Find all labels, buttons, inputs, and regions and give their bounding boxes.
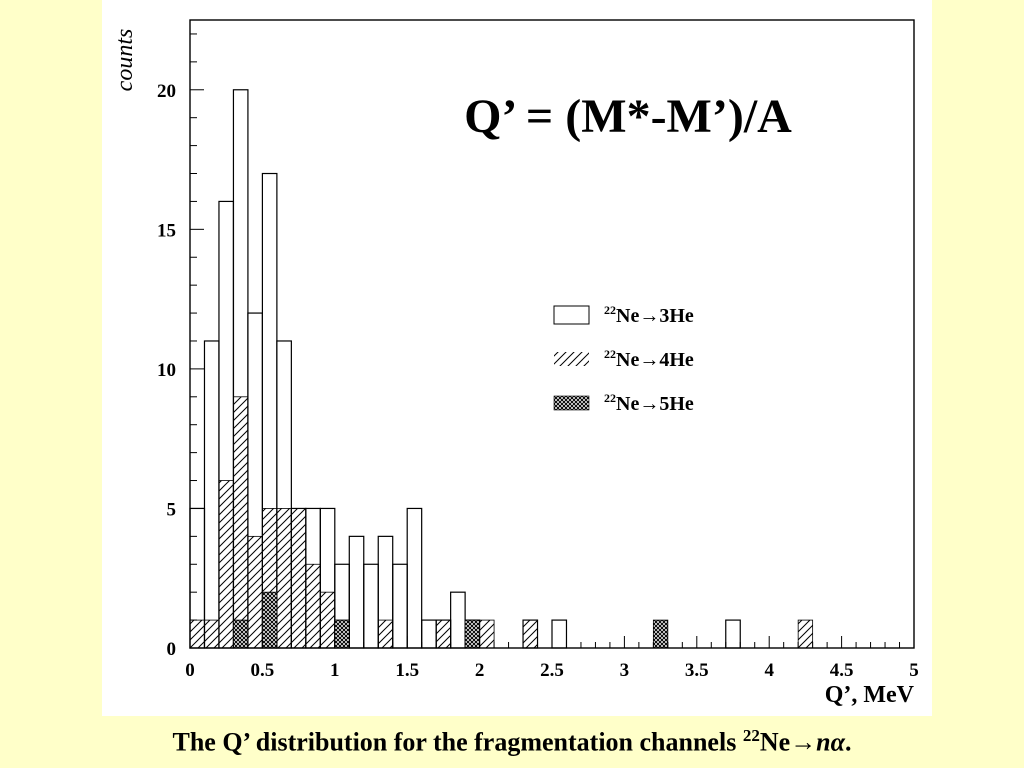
ticks-layer: 0 0.5 1 1.5 2 2.5 3 3.5 4 4.5 5 0 5 10 15 20 [157,33,919,681]
x-tick-label: 4 [764,660,774,681]
histogram-bar-open [725,619,741,649]
y-tick-label: 20 [157,81,176,102]
x-axis-label: Q’, MeV [825,682,915,708]
x-tick-label: 2.5 [540,660,564,681]
legend-swatch-crosshatched [553,395,590,411]
histogram-bar-open [203,340,220,649]
caption-period: . [845,727,852,757]
legend: 22Ne→3He 22Ne→4He 22Ne→5He [553,303,694,415]
legend-swatch-hatched [554,352,589,366]
histogram-bar-open [406,507,423,649]
caption-particle-alpha: α [830,727,845,757]
caption-particle-n: n [816,727,831,757]
histogram-bar-hatched [247,535,263,649]
histogram-bar-hatched [377,619,394,649]
histogram-bar-open [450,591,466,649]
histogram-bar-hatched [233,396,249,649]
y-tick-label: 10 [157,360,176,381]
histogram-bar-crosshatched [464,619,480,649]
histogram-bar-hatched [204,619,220,649]
histogram-bar-hatched [276,508,292,649]
caption-isotope-sup: 22 [742,726,760,745]
legend-label: 22Ne→4He [604,347,694,371]
histogram-bar-crosshatched [334,619,350,649]
histogram-bar-crosshatched [652,619,669,649]
caption-text: The Q’ distribution for the fragmentatio… [172,727,743,757]
bars-layer [189,89,814,649]
x-tick-label: 0.5 [251,660,275,681]
x-tick-label: 1.5 [395,660,419,681]
histogram-bar-hatched [522,619,538,649]
x-tick-label: 1 [330,660,340,681]
histogram-bar-open [421,619,437,649]
chart-title: Q’ = (M*-M’)/A [464,90,792,143]
histogram-bar-hatched [189,619,205,649]
caption-arrow: → [790,727,817,757]
x-tick-label: 0 [185,660,195,681]
histogram-bar-hatched [218,480,234,649]
histogram-bar-crosshatched [233,619,249,649]
plot-panel: 0 0.5 1 1.5 2 2.5 3 3.5 4 4.5 5 0 5 10 15 20 22Ne→3He 22… [102,0,932,716]
histogram-bar-hatched [797,619,814,649]
y-tick-label: 5 [167,499,177,520]
histogram-bar-hatched [479,619,495,649]
histogram-bar-crosshatched [261,591,278,649]
x-tick-label: 4.5 [830,660,854,681]
legend-label: 22Ne→3He [604,303,694,327]
y-tick-label: 15 [157,220,176,241]
legend-swatch-open [553,305,590,325]
figure-caption: The Q’ distribution for the fragmentatio… [0,726,1024,758]
legend-label: 22Ne→5He [604,391,694,415]
y-axis-label: counts [112,29,138,92]
histogram-bar-open [551,619,568,649]
histogram-bar-hatched [319,591,336,649]
caption-element: Ne [759,727,791,757]
histogram-bar-hatched [305,563,321,649]
x-tick-label: 5 [909,660,919,681]
x-tick-label: 3.5 [685,660,709,681]
histogram-bar-open [363,563,379,649]
histogram-bar-hatched [290,508,307,649]
x-tick-label: 3 [620,660,630,681]
histogram-bar-open [392,563,408,649]
x-tick-label: 2 [475,660,485,681]
histogram-bar-open [348,535,365,649]
histogram-bar-hatched [435,619,452,649]
y-tick-label: 0 [167,639,177,660]
